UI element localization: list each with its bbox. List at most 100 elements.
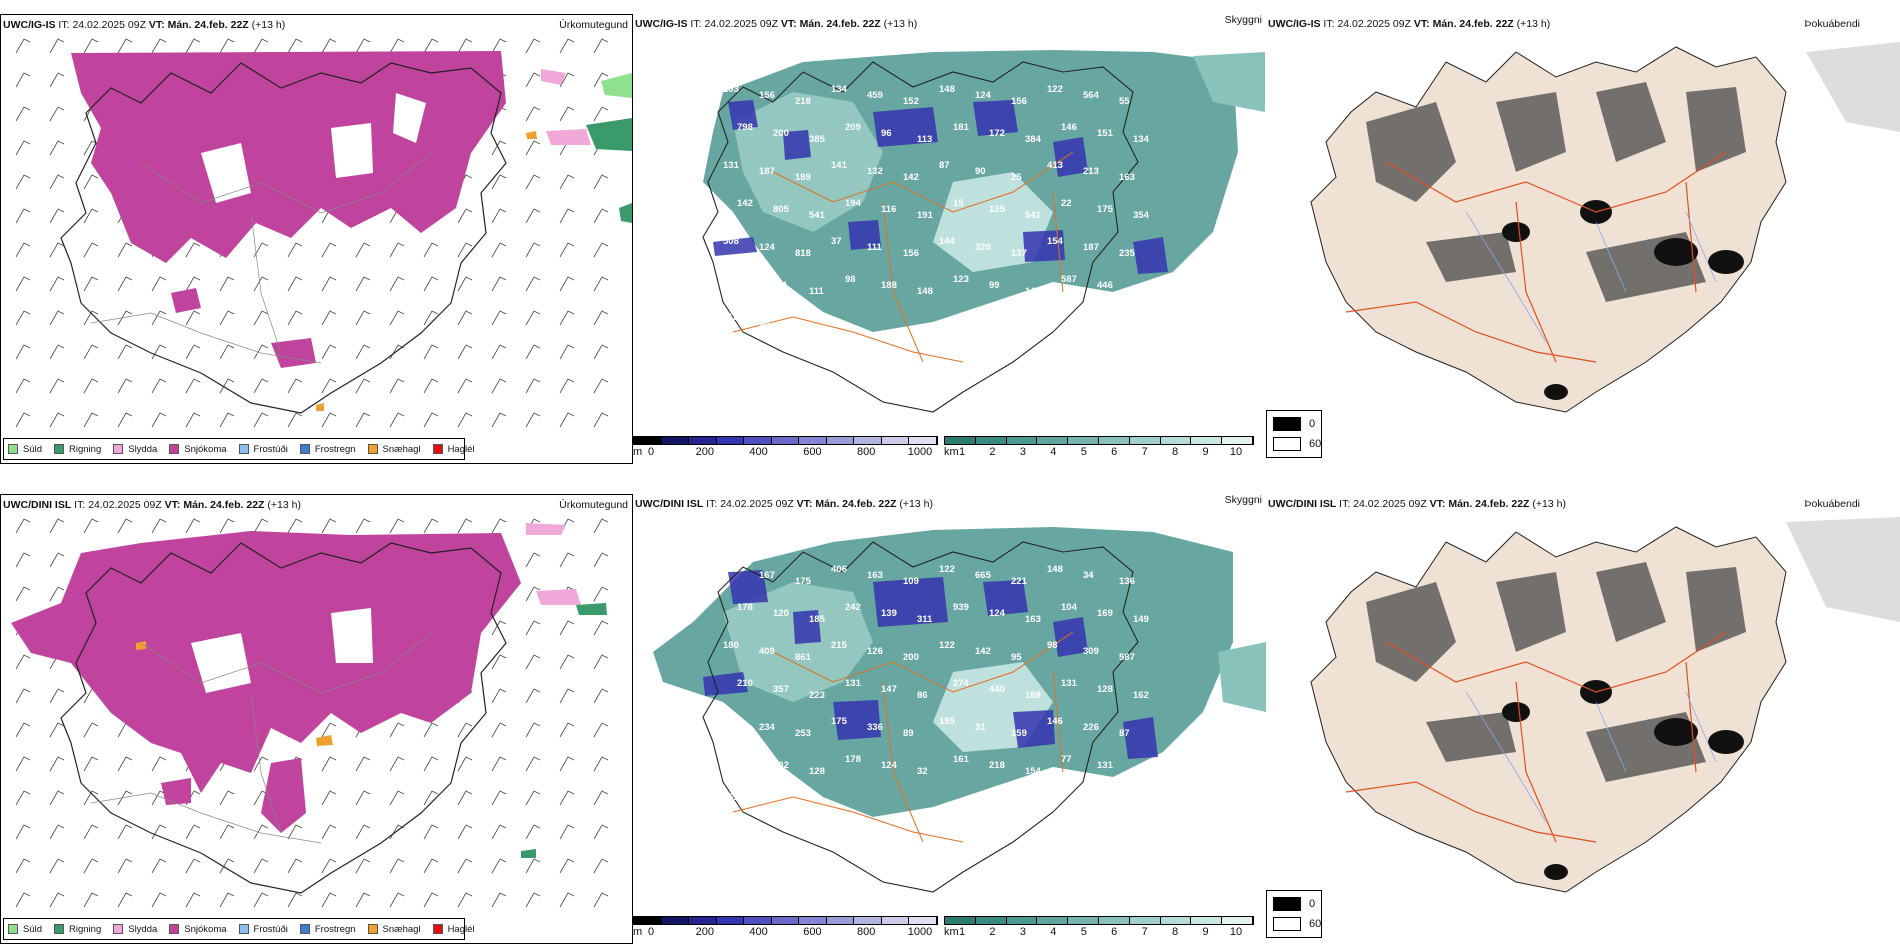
wind-barb xyxy=(15,208,31,224)
wind-barb xyxy=(525,756,541,772)
wind-barb xyxy=(321,858,337,874)
low-cloud-patches xyxy=(713,100,1168,274)
cloud-base-value: 178 xyxy=(737,602,753,613)
cloud-base-value: 123 xyxy=(953,274,969,285)
visibility-tick-label: 5 xyxy=(1080,446,1087,458)
visibility-colorbar-segment xyxy=(945,917,976,924)
wind-barb xyxy=(593,858,609,874)
wind-barb xyxy=(117,412,133,428)
cloud-base-value: 131 xyxy=(1061,678,1078,689)
precip-type-panel-igis: UWC/IG-IS IT: 24.02.2025 09Z VT: Mán. 24… xyxy=(0,14,633,464)
cloud-base-value: 90 xyxy=(975,166,986,177)
snow-areas xyxy=(11,531,521,833)
wind-barb xyxy=(49,208,65,224)
wind-barb xyxy=(185,892,201,908)
wind-barb xyxy=(491,276,507,292)
wind-barb xyxy=(185,38,201,54)
visibility-tick-label: 1 xyxy=(958,446,966,458)
cloud-base-colorbar-segment xyxy=(661,437,690,444)
wind-barb xyxy=(117,892,133,908)
wind-barb xyxy=(525,722,541,738)
cloud-base-value: 111 xyxy=(737,274,753,285)
init-time: 24.02.2025 09Z xyxy=(1337,18,1411,30)
wind-barb xyxy=(219,790,235,806)
visibility-colorbar-segment xyxy=(1006,437,1038,444)
wind-barb xyxy=(117,378,133,394)
wind-barb xyxy=(389,858,405,874)
fog-dark xyxy=(1502,680,1744,880)
wind-barb xyxy=(457,344,473,360)
precip-map xyxy=(15,38,632,428)
wind-barb xyxy=(49,140,65,156)
legend-item-drizzle: Súld xyxy=(8,444,42,455)
cloud-base-value: 167 xyxy=(759,570,775,581)
wind-barb xyxy=(559,688,575,704)
wind-barb xyxy=(491,654,507,670)
cloud-base-colorbar-segment xyxy=(826,437,855,444)
cloud-base-value: 120 xyxy=(1133,286,1149,297)
field-type-label: Þokuábendi xyxy=(1804,498,1860,510)
valid-time: Mán. 24.feb. 22Z xyxy=(1432,18,1514,30)
wind-barb xyxy=(593,790,609,806)
wind-barb xyxy=(457,858,473,874)
wind-barb xyxy=(457,790,473,806)
wind-barb xyxy=(151,276,167,292)
visibility-tick-label: 1 xyxy=(958,926,966,938)
cloud-base-value: 357 xyxy=(773,684,789,695)
cloud-base-value: 235 xyxy=(1119,248,1136,259)
visibility-map: 183 167 175 406 163 109 122 665 221 148 34 136 178 12… xyxy=(653,527,1266,893)
cloud-base-value: 148 xyxy=(939,84,955,95)
wind-barb xyxy=(559,552,575,568)
cloud-base-value: 124 xyxy=(975,90,992,101)
wind-barb xyxy=(593,756,609,772)
wind-barb xyxy=(49,518,65,534)
cloud-base-colorbar-segment xyxy=(634,437,662,444)
wind-barb xyxy=(151,38,167,54)
visibility-tick-label: 8 xyxy=(1172,926,1179,938)
wind-barb xyxy=(593,552,609,568)
wind-barb xyxy=(15,756,31,772)
cloud-base-value: 142 xyxy=(737,198,753,209)
field-type-label: Úrkomutegund xyxy=(559,499,628,511)
wind-barb xyxy=(559,38,575,54)
wind-barb xyxy=(355,824,371,840)
legend-item-hail: Haglél xyxy=(432,924,475,935)
cloud-base-unit: m xyxy=(633,926,643,938)
wind-barb xyxy=(49,824,65,840)
cloud-base-colorbar-segment xyxy=(716,437,745,444)
wind-barb xyxy=(321,378,337,394)
wind-barb xyxy=(593,518,609,534)
panel-header: UWC/DINI ISL IT: 24.02.2025 09Z VT: Mán.… xyxy=(635,494,1262,512)
drizzle-areas xyxy=(601,73,632,98)
wind-barb xyxy=(559,310,575,326)
init-time: 24.02.2025 09Z xyxy=(704,18,778,30)
wind-barb xyxy=(253,858,269,874)
cloud-base-ticks: 0 200 400 600 800 1000 xyxy=(633,446,938,460)
cloud-base-value: 86 xyxy=(917,690,928,701)
cloud-base-value: 183 xyxy=(723,564,739,575)
wind-barb xyxy=(287,242,303,258)
wind-barb xyxy=(423,824,439,840)
visibility-tick-label: 9 xyxy=(1202,926,1209,938)
wind-barb xyxy=(15,552,31,568)
cloud-base-colorbar-segment xyxy=(909,437,938,444)
cloud-base-value: 191 xyxy=(917,210,934,221)
cloud-base-value: 213 xyxy=(1083,166,1099,177)
cloud-base-value: 109 xyxy=(903,576,919,587)
it-label: IT: xyxy=(706,498,718,510)
wind-barb xyxy=(457,242,473,258)
wind-barb xyxy=(253,276,269,292)
wind-barb xyxy=(83,310,99,326)
visibility-colorbar: km 1 2 3 4 5 6 7 8 9 10 xyxy=(944,436,1254,462)
wind-barb xyxy=(83,344,99,360)
wind-barb xyxy=(253,824,269,840)
visibility-unit: km xyxy=(944,446,959,458)
wind-barb xyxy=(253,38,269,54)
cloud-base-value: 587 xyxy=(1061,274,1077,285)
wind-barb xyxy=(525,38,541,54)
wind-barb xyxy=(83,412,99,428)
wind-barb xyxy=(593,242,609,258)
cloud-base-value: 188 xyxy=(881,280,897,291)
wind-barb xyxy=(389,378,405,394)
visibility-tick-label: 7 xyxy=(1141,446,1148,458)
